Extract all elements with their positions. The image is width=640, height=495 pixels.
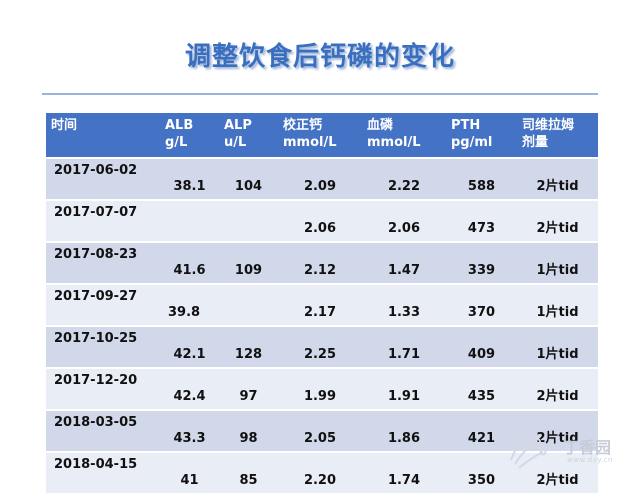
- cell-calcium: 1.99: [278, 369, 362, 409]
- header-phosphorus: 血磷 mmol/L: [362, 113, 446, 157]
- cell-calcium: 2.20: [278, 453, 362, 493]
- cell-phosphorus: 1.33: [362, 285, 446, 325]
- cell-alb: 41: [160, 453, 219, 493]
- cell-alp: 128: [219, 327, 278, 367]
- cell-pth: 473: [446, 201, 517, 241]
- cell-dose: 2片tid: [517, 411, 598, 451]
- dxy-logo-icon: [510, 432, 547, 469]
- cell-dose: 1片tid: [517, 243, 598, 283]
- cell-phosphorus: 1.71: [362, 327, 446, 367]
- cell-dose: 1片tid: [517, 285, 598, 325]
- header-alp: ALP u/L: [219, 113, 278, 157]
- cell-pth: 339: [446, 243, 517, 283]
- cell-date: 2017-12-20: [46, 369, 160, 409]
- watermark-text: 丁香园: [563, 438, 612, 457]
- cell-dose: 2片tid: [517, 369, 598, 409]
- cell-phosphorus: 1.86: [362, 411, 446, 451]
- cell-phosphorus: 1.91: [362, 369, 446, 409]
- cell-alp: 104: [219, 159, 278, 199]
- cell-pth: 421: [446, 411, 517, 451]
- cell-calcium: 2.05: [278, 411, 362, 451]
- cell-alp: 85: [219, 453, 278, 493]
- header-pth: PTH pg/ml: [446, 113, 517, 157]
- cell-alb: 41.6: [160, 243, 219, 283]
- cell-pth: 588: [446, 159, 517, 199]
- cell-alb: 42.1: [160, 327, 219, 367]
- cell-calcium: 2.09: [278, 159, 362, 199]
- cell-date: 2018-04-15: [46, 453, 160, 493]
- cell-alb: 43.3: [160, 411, 219, 451]
- cell-date: 2018-03-05: [46, 411, 160, 451]
- header-alb: ALB g/L: [160, 113, 219, 157]
- cell-date: 2017-09-27: [46, 285, 160, 325]
- cell-calcium: 2.25: [278, 327, 362, 367]
- cell-dose: 2片tid: [517, 159, 598, 199]
- cell-alp: [219, 285, 278, 325]
- header-corrected-calcium: 校正钙 mmol/L: [278, 113, 362, 157]
- cell-calcium: 2.17: [278, 285, 362, 325]
- cell-date: 2017-10-25: [46, 327, 160, 367]
- cell-alp: 97: [219, 369, 278, 409]
- cell-pth: 409: [446, 327, 517, 367]
- cell-date: 2017-07-07: [46, 201, 160, 241]
- cell-pth: 370: [446, 285, 517, 325]
- watermark-url: www.dxy.cn: [567, 456, 613, 464]
- header-time: 时间: [46, 113, 160, 157]
- watermark: 丁香园 www.dxy.cn: [505, 428, 635, 472]
- table-row: 2017-10-25 42.1 128 2.25 1.71 409 1片tid: [46, 327, 598, 367]
- cell-alp: 98: [219, 411, 278, 451]
- cell-date: 2017-06-02: [46, 159, 160, 199]
- cell-phosphorus: 1.47: [362, 243, 446, 283]
- table-header-row: 时间 ALB g/L ALP u/L 校正钙 mmol/L 血磷 mmol/L PTH p…: [46, 113, 598, 157]
- cell-phosphorus: 2.06: [362, 201, 446, 241]
- header-sevelamer-dose: 司维拉姆 剂量: [517, 113, 598, 157]
- cell-alb: 39.8: [160, 285, 219, 325]
- table-row: 2017-12-20 42.4 97 1.99 1.91 435 2片tid: [46, 369, 598, 409]
- table-row: 2017-09-27 39.8 2.17 1.33 370 1片tid: [46, 285, 598, 325]
- page-title: 调整饮食后钙磷的变化: [184, 42, 455, 72]
- cell-calcium: 2.12: [278, 243, 362, 283]
- cell-alb: [160, 201, 219, 241]
- cell-pth: 435: [446, 369, 517, 409]
- cell-alb: 42.4: [160, 369, 219, 409]
- table-row: 2017-06-02 38.1 104 2.09 2.22 588 2片tid: [46, 159, 598, 199]
- table-row: 2017-08-23 41.6 109 2.12 1.47 339 1片tid: [46, 243, 598, 283]
- cell-alp: 109: [219, 243, 278, 283]
- cell-dose: 2片tid: [517, 201, 598, 241]
- cell-dose: 1片tid: [517, 327, 598, 367]
- cell-alb: 38.1: [160, 159, 219, 199]
- title-underline: [42, 93, 598, 95]
- table-row: 2017-07-07 2.06 2.06 473 2片tid: [46, 201, 598, 241]
- table-row: 2018-03-05 43.3 98 2.05 1.86 421 2片tid: [46, 411, 598, 451]
- cell-phosphorus: 1.74: [362, 453, 446, 493]
- cell-alp: [219, 201, 278, 241]
- cell-phosphorus: 2.22: [362, 159, 446, 199]
- cell-date: 2017-08-23: [46, 243, 160, 283]
- cell-calcium: 2.06: [278, 201, 362, 241]
